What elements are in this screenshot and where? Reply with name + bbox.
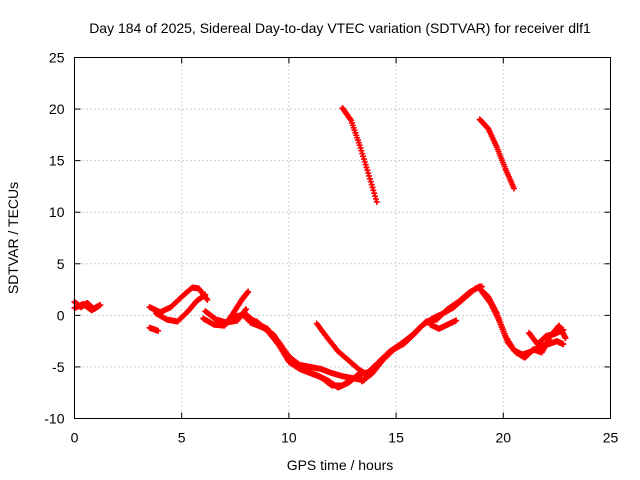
x-tick-label: 25 [603, 430, 619, 446]
data-point [562, 335, 569, 342]
data-point [368, 181, 375, 188]
x-tick-label: 0 [71, 430, 79, 446]
data-point [155, 327, 162, 334]
data-point [453, 317, 460, 324]
data-point [372, 196, 379, 203]
x-tick-label: 5 [178, 430, 186, 446]
data-point [366, 175, 373, 182]
plot-frame [74, 57, 611, 419]
series-track-d [146, 324, 162, 334]
tick-label-layer: 0 5 10 15 20 25 -10 -5 0 5 10 15 20 25 [44, 50, 618, 446]
series-track-c [146, 284, 211, 316]
y-axis-label: SDTVAR / TECUs [5, 182, 21, 294]
series-track-n [427, 317, 460, 332]
data-point [95, 303, 102, 310]
x-tick-label: 10 [281, 430, 297, 446]
series-track-q [526, 326, 567, 348]
data-point [371, 190, 378, 197]
data-point [370, 187, 377, 194]
x-tick-label: 20 [496, 430, 512, 446]
data-point [366, 172, 373, 179]
series-track-h [221, 311, 367, 384]
y-tick-label: -5 [52, 359, 65, 375]
y-tick-label: 5 [57, 256, 65, 272]
data-point [203, 295, 210, 302]
y-tick-label: 15 [49, 153, 65, 169]
data-point [560, 326, 567, 333]
x-tick-label: 15 [388, 430, 404, 446]
series-track-b [71, 301, 102, 314]
series-track-m [358, 283, 483, 385]
data-point [372, 193, 379, 200]
data-point [511, 185, 518, 192]
data-point [202, 291, 209, 298]
data-point [204, 296, 211, 303]
tick-layer [74, 57, 611, 419]
chart-title: Day 184 of 2025, Sidereal Day-to-day VTE… [89, 20, 591, 36]
data-point [373, 198, 380, 205]
data-point [243, 306, 250, 313]
data-point [560, 341, 567, 348]
y-tick-label: 0 [57, 307, 65, 323]
series-track-o [476, 285, 567, 358]
y-tick-label: 20 [49, 101, 65, 117]
data-point [245, 288, 252, 295]
y-tick-label: 10 [49, 204, 65, 220]
series-track-s [476, 116, 518, 192]
data-layer [71, 105, 569, 391]
data-point [367, 178, 374, 185]
series-track-j [247, 319, 361, 391]
x-axis-label: GPS time / hours [287, 457, 394, 473]
data-point [369, 184, 376, 191]
y-tick-label: -10 [44, 411, 64, 427]
series-track-r [339, 105, 380, 205]
data-point [365, 170, 372, 177]
y-tick-label: 25 [49, 50, 65, 66]
series-track-e [152, 291, 209, 325]
